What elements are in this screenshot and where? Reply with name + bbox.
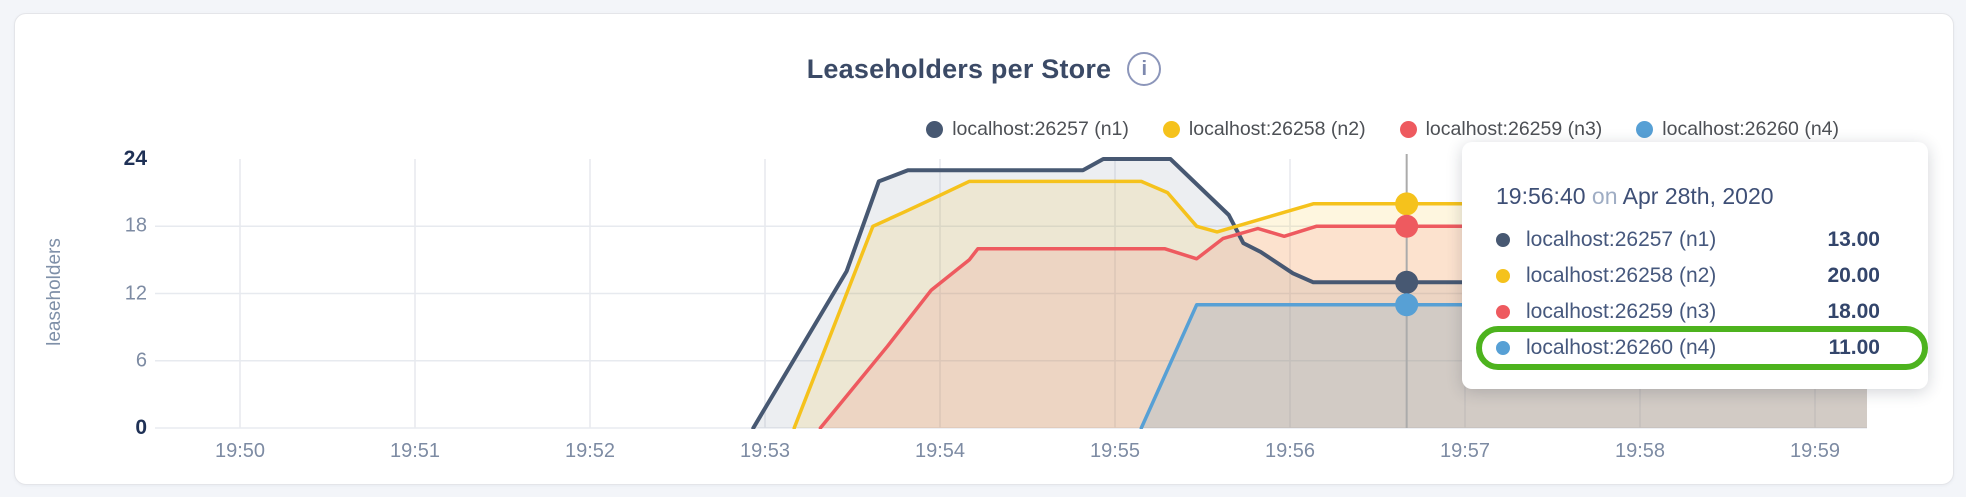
legend-dot-icon (1162, 120, 1180, 138)
series-line-n1 (751, 157, 1867, 429)
x-tick-1955: 19:55 (1089, 440, 1141, 462)
tooltip-row-dot-icon (1496, 269, 1510, 283)
legend-item-label: localhost:26259 (n3) (1425, 117, 1603, 140)
series-line-n3 (818, 224, 1867, 429)
x-tick-1951: 19:51 (389, 440, 441, 462)
y-tick-24: 24 (123, 147, 147, 170)
hover-point-n3 (1395, 214, 1419, 238)
tooltip-row-n1: localhost:26257 (n1) 13.00 (1496, 222, 1894, 258)
tooltip-time: 19:56:40 (1496, 183, 1586, 209)
tooltip-row-value: 18.00 (1827, 300, 1880, 323)
hover-point-n4 (1395, 293, 1419, 317)
y-tick-12: 12 (124, 282, 147, 304)
legend: localhost:26257 (n1) localhost:26258 (n2)… (926, 116, 1839, 142)
tooltip-row-n4: localhost:26260 (n4) 11.00 (1496, 330, 1894, 366)
tooltip-connector: on (1591, 183, 1618, 209)
x-tick-1956: 19:56 (1264, 440, 1316, 462)
x-tick-1950: 19:50 (214, 440, 266, 462)
tooltip-row-value: 11.00 (1828, 336, 1880, 359)
hover-tooltip: 19:56:40 on Apr 28th, 2020 localhost:262… (1462, 142, 1928, 389)
tooltip-row-n2: localhost:26258 (n2) 20.00 (1496, 258, 1894, 294)
chart-panel: Leaseholders per Store i localhost:26257… (14, 13, 1954, 485)
series-line-n2 (792, 179, 1867, 429)
legend-item-n2[interactable]: localhost:26258 (n2) (1162, 117, 1366, 141)
tooltip-row-label: localhost:26260 (n4) (1526, 336, 1717, 359)
legend-item-n1[interactable]: localhost:26257 (n1) (926, 118, 1129, 141)
legend-item-label: localhost:26257 (n1) (952, 117, 1129, 140)
info-icon[interactable]: i (1127, 52, 1162, 86)
tooltip-row-dot-icon (1496, 341, 1510, 355)
legend-item-label: localhost:26260 (n4) (1662, 117, 1839, 140)
tooltip-row-label: localhost:26259 (n3) (1526, 300, 1717, 323)
y-tick-0: 0 (135, 416, 147, 439)
tooltip-row-label: localhost:26257 (n1) (1526, 228, 1717, 251)
tooltip-timestamp: 19:56:40 on Apr 28th, 2020 (1496, 182, 1894, 210)
hover-point-n2 (1395, 192, 1419, 216)
x-tick-1954: 19:54 (914, 440, 966, 462)
legend-item-n4[interactable]: localhost:26260 (n4) (1636, 118, 1839, 141)
chart-title: Leaseholders per Store (806, 53, 1112, 84)
y-tick-6: 6 (135, 349, 147, 372)
legend-dot-icon (926, 120, 944, 138)
tooltip-row-dot-icon (1496, 233, 1510, 247)
tooltip-row-value: 13.00 (1827, 228, 1880, 251)
hover-point-n1 (1395, 270, 1419, 294)
tooltip-row-dot-icon (1496, 305, 1510, 319)
tooltip-row-value: 20.00 (1827, 264, 1880, 287)
x-tick-1953: 19:53 (739, 440, 791, 462)
tooltip-row-n3: localhost:26259 (n3) 18.00 (1496, 294, 1894, 330)
tooltip-date: Apr 28th, 2020 (1622, 183, 1774, 209)
x-tick-1957: 19:57 (1439, 440, 1491, 462)
legend-dot-icon (1636, 120, 1654, 138)
x-tick-1952: 19:52 (564, 440, 616, 462)
tooltip-row-label: localhost:26258 (n2) (1526, 264, 1717, 287)
x-tick-1958: 19:58 (1614, 440, 1666, 462)
tooltip-rows: localhost:26257 (n1) 13.00 localhost:26258… (1496, 222, 1894, 366)
chart-header: Leaseholders per Store i (15, 47, 1953, 91)
legend-dot-icon (1399, 120, 1417, 138)
x-tick-1959: 19:59 (1789, 440, 1841, 462)
y-axis-title: leaseholders (44, 237, 65, 346)
legend-item-n3[interactable]: localhost:26259 (n3) (1399, 117, 1603, 141)
y-tick-18: 18 (124, 214, 147, 237)
legend-item-label: localhost:26258 (n2) (1188, 117, 1366, 140)
